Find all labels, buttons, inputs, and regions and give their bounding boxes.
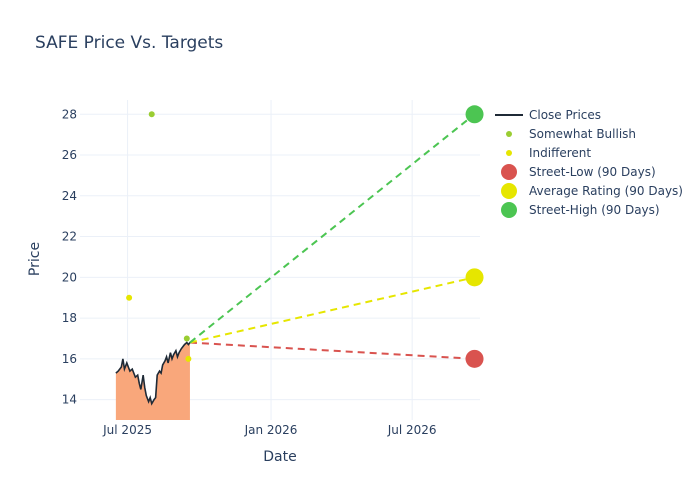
y-tick-label: 24 xyxy=(62,189,77,203)
x-tick-label: Jan 2026 xyxy=(244,423,298,437)
close-price-line xyxy=(115,341,191,406)
rating-point xyxy=(148,111,155,118)
y-tick-label: 20 xyxy=(62,270,77,284)
legend-label: Street-High (90 Days) xyxy=(529,203,660,217)
y-tick-label: 22 xyxy=(62,230,77,244)
legend-label: Average Rating (90 Days) xyxy=(529,184,683,198)
y-tick-label: 18 xyxy=(62,311,77,325)
legend-symbol xyxy=(501,202,517,218)
legend-label: Street-Low (90 Days) xyxy=(529,165,656,179)
target-point xyxy=(465,349,484,368)
x-tick-label: Jul 2025 xyxy=(102,423,152,437)
target-line xyxy=(189,276,475,344)
legend-label: Close Prices xyxy=(529,108,601,122)
y-tick-label: 16 xyxy=(62,352,77,366)
legend-symbol xyxy=(501,183,517,199)
x-axis-label: Date xyxy=(263,449,296,465)
x-tick-label: Jul 2026 xyxy=(387,423,437,437)
legend: Close Prices Somewhat Bullish Indifferent S… xyxy=(495,108,683,218)
target-line xyxy=(189,113,476,344)
rating-point xyxy=(183,335,190,342)
legend-label: Somewhat Bullish xyxy=(529,127,636,141)
target-point xyxy=(465,268,484,287)
line-layer xyxy=(115,113,476,406)
grid-layer xyxy=(80,100,480,420)
axis-layer: 14 16 18 20 22 24 26 28 Jul 2025 Jan 2026 Jul 2026 xyxy=(62,107,437,437)
target-line xyxy=(189,341,475,360)
legend-symbol xyxy=(506,150,512,156)
y-axis-label: Price xyxy=(27,242,43,276)
legend-symbol xyxy=(506,131,512,137)
legend-symbol xyxy=(501,164,517,180)
rating-point xyxy=(185,355,192,362)
target-point xyxy=(465,105,484,124)
rating-point xyxy=(126,294,133,301)
marker-layer xyxy=(126,105,484,368)
y-tick-label: 26 xyxy=(62,148,77,162)
legend-label: Indifferent xyxy=(529,146,591,160)
chart-title: SAFE Price Vs. Targets xyxy=(35,33,224,53)
area-layer xyxy=(115,342,190,420)
close-price-area xyxy=(115,342,190,420)
y-tick-label: 28 xyxy=(62,107,77,121)
y-tick-label: 14 xyxy=(62,393,77,407)
